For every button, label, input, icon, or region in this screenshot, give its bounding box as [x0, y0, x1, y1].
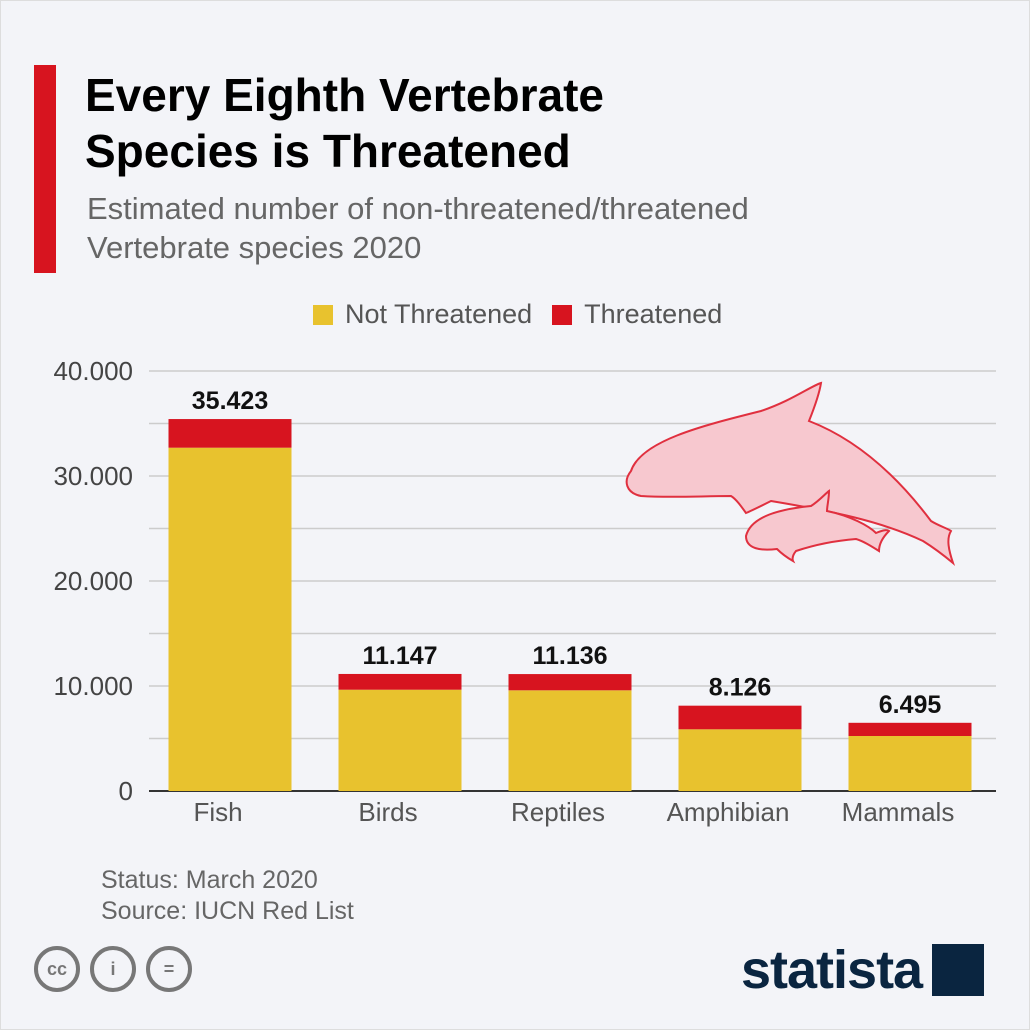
bar-threatened: [508, 674, 632, 691]
x-tick-label: Reptiles: [511, 797, 605, 827]
bar-threatened: [848, 722, 972, 737]
dolphin-illustration: [625, 381, 956, 567]
total-label: 6.495: [879, 691, 942, 719]
statista-logo-icon: [932, 944, 985, 996]
legend-threatened: Threatened: [552, 299, 722, 330]
page-title: Every Eighth Vertebrate Species is Threa…: [85, 67, 604, 179]
bar-not-threatened: [168, 447, 292, 791]
y-tick-label: 0: [119, 776, 133, 806]
title-line-2: Species is Threatened: [85, 125, 571, 177]
bar-not-threatened: [508, 690, 632, 791]
total-label: 8.126: [709, 674, 772, 702]
bar-threatened: [678, 705, 802, 730]
title-line-1: Every Eighth Vertebrate: [85, 69, 604, 121]
subtitle-line-1: Estimated number of non-threatened/threa…: [87, 191, 749, 226]
dolphin-large-icon: [625, 381, 956, 567]
y-tick-label: 40.000: [53, 356, 133, 386]
bar-not-threatened: [848, 736, 972, 791]
x-tick-label: Mammals: [842, 797, 955, 827]
total-label: 11.136: [532, 642, 607, 670]
bar-not-threatened: [338, 689, 462, 791]
y-tick-label: 30.000: [53, 461, 133, 491]
total-label: 35.423: [192, 387, 268, 415]
bar-threatened: [338, 673, 462, 690]
license-icons[interactable]: cc i =: [34, 946, 192, 992]
subtitle: Estimated number of non-threatened/threa…: [87, 189, 749, 267]
legend-swatch: [552, 304, 573, 325]
dolphin-small-icon: [744, 489, 891, 564]
legend-not-threatened: Not Threatened: [313, 299, 532, 330]
legend: Not Threatened Threatened: [313, 299, 730, 330]
legend-label: Not Threatened: [345, 299, 533, 329]
total-label: 11.147: [362, 642, 437, 670]
attribution-icon[interactable]: i: [90, 946, 136, 992]
footer-notes: Status: March 2020 Source: IUCN Red List: [101, 865, 354, 927]
x-tick-label: Birds: [358, 797, 417, 827]
subtitle-line-2: Vertebrate species 2020: [87, 230, 422, 265]
brand-name: statista: [741, 940, 923, 1000]
no-derivatives-icon[interactable]: =: [146, 946, 192, 992]
source-note[interactable]: Source: IUCN Red List: [101, 897, 354, 925]
cc-icon[interactable]: cc: [34, 946, 80, 992]
y-tick-label: 10.000: [53, 671, 133, 701]
statista-logo[interactable]: statista: [741, 939, 985, 1001]
y-tick-label: 20.000: [53, 566, 133, 596]
x-tick-label: Amphibian: [667, 797, 790, 827]
accent-bar: [34, 65, 56, 273]
chart: 0 10.000 20.000 30.000 40.000 35.423 Fish 11.1…: [53, 356, 996, 827]
x-tick-label: Fish: [193, 797, 242, 827]
legend-swatch: [313, 304, 333, 325]
bar-threatened: [168, 419, 292, 448]
legend-label: Threatened: [584, 299, 723, 329]
status-note: Status: March 2020: [101, 866, 318, 894]
bar-not-threatened: [678, 729, 802, 791]
